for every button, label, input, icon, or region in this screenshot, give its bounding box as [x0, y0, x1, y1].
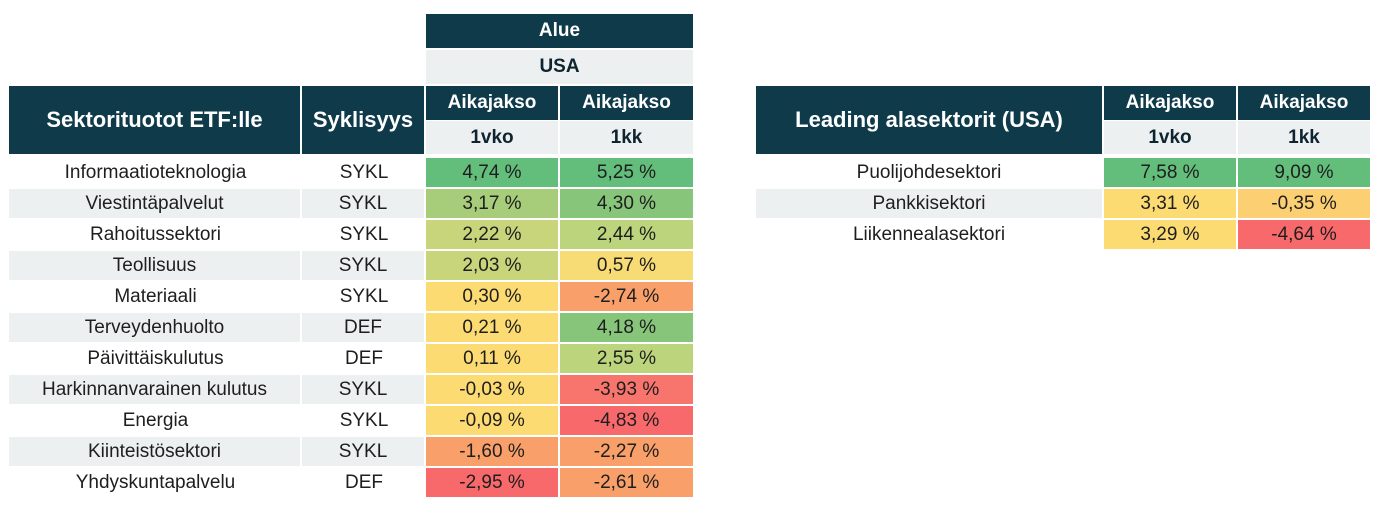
table-row: Viestintäpalvelut SYKL 3,17 % 4,30 % [9, 189, 693, 218]
value-1m: 2,44 % [560, 220, 693, 249]
table-title: Sektorituotot ETF:lle [9, 86, 300, 154]
value-1w: 0,30 % [426, 282, 558, 311]
value-1m: 5,25 % [560, 158, 693, 187]
value-1w: -1,60 % [426, 437, 558, 466]
sector-name: Energia [122, 409, 189, 431]
value-1m: -0,35 % [1238, 189, 1370, 218]
value-1w: -0,09 % [426, 406, 558, 435]
right-period-label-week: 1vko [1104, 121, 1236, 154]
left-table-body: Informaatioteknologia SYKL 4,74 % 5,25 %… [9, 158, 693, 498]
period-label-week: 1vko [426, 121, 558, 154]
cycle-label: DEF [302, 313, 424, 342]
value-1w: 0,11 % [426, 344, 558, 373]
table-row: Pankkisektori 3,31 % -0,35 % [756, 189, 1370, 218]
value-1m: 9,09 % [1238, 158, 1370, 187]
value-1w: 3,29 % [1104, 220, 1236, 249]
value-1m: -4,83 % [560, 406, 693, 435]
table-row: Yhdyskuntapalvelu DEF -2,95 % -2,61 % [9, 468, 693, 497]
value-1w: 0,21 % [426, 313, 558, 342]
subsector-name: Liikennealasektori [852, 223, 1006, 245]
region-label: USA [426, 50, 693, 84]
cyclicality-header: Syklisyys [302, 86, 424, 154]
table-row: Terveydenhuolto DEF 0,21 % 4,18 % [9, 313, 693, 342]
table-row: Kiinteistösektori SYKL -1,60 % -2,27 % [9, 437, 693, 466]
sector-name: Materiaali [114, 285, 197, 307]
period-label-month: 1kk [560, 121, 693, 154]
table-row: Teollisuus SYKL 2,03 % 0,57 % [9, 251, 693, 280]
table-row: Liikennealasektori 3,29 % -4,64 % [756, 220, 1370, 249]
table-row: Rahoitussektori SYKL 2,22 % 2,44 % [9, 220, 693, 249]
value-1m: -4,64 % [1238, 220, 1370, 249]
sector-name: Harkinnanvarainen kulutus [9, 375, 300, 404]
value-1m: 0,57 % [560, 251, 693, 280]
subsector-name: Puolijohdesektori [856, 161, 1002, 183]
value-1w: 2,03 % [426, 251, 558, 280]
cycle-label: SYKL [339, 409, 389, 431]
value-1w: 3,17 % [426, 189, 558, 218]
value-1w: 4,74 % [426, 158, 558, 187]
period-header-week: Aikajakso [426, 86, 558, 120]
table-row: Puolijohdesektori 7,58 % 9,09 % [756, 158, 1370, 187]
right-period-header-week: Aikajakso [1104, 86, 1236, 120]
cycle-label: SYKL [302, 375, 424, 404]
table-row: Harkinnanvarainen kulutus SYKL -0,03 % -… [9, 375, 693, 404]
table-row: Informaatioteknologia SYKL 4,74 % 5,25 % [9, 158, 693, 187]
value-1m: 4,30 % [560, 189, 693, 218]
subsector-name: Pankkisektori [756, 189, 1102, 218]
right-table-body: Puolijohdesektori 7,58 % 9,09 % Pankkise… [756, 158, 1370, 251]
cycle-label: SYKL [302, 189, 424, 218]
right-period-header-month: Aikajakso [1238, 86, 1370, 120]
sector-name: Teollisuus [9, 251, 300, 280]
sector-name: Terveydenhuolto [9, 313, 300, 342]
table-row: Materiaali SYKL 0,30 % -2,74 % [9, 282, 693, 311]
value-1m: 2,55 % [560, 344, 693, 373]
cycle-label: SYKL [339, 285, 389, 307]
period-header-month: Aikajakso [560, 86, 693, 120]
table-row: Energia SYKL -0,09 % -4,83 % [9, 406, 693, 435]
sector-name: Päivittäiskulutus [87, 347, 224, 369]
value-1m: 4,18 % [560, 313, 693, 342]
value-1w: 7,58 % [1104, 158, 1236, 187]
sector-name: Viestintäpalvelut [9, 189, 300, 218]
cycle-label: SYKL [302, 251, 424, 280]
value-1w: 2,22 % [426, 220, 558, 249]
value-1w: 3,31 % [1104, 189, 1236, 218]
cycle-label: SYKL [339, 223, 389, 245]
table-row: Päivittäiskulutus DEF 0,11 % 2,55 % [9, 344, 693, 373]
value-1w: -0,03 % [426, 375, 558, 404]
value-1m: -2,61 % [560, 468, 693, 497]
cycle-label: DEF [345, 347, 383, 369]
sector-name: Informaatioteknologia [64, 161, 247, 183]
region-header: Alue [426, 14, 693, 48]
right-table-title: Leading alasektorit (USA) [756, 86, 1102, 154]
cycle-label: DEF [345, 471, 383, 493]
sector-name: Rahoitussektori [90, 223, 221, 245]
right-period-label-month: 1kk [1238, 121, 1370, 154]
value-1m: -2,74 % [560, 282, 693, 311]
value-1m: -2,27 % [560, 437, 693, 466]
value-1m: -3,93 % [560, 375, 693, 404]
cycle-label: SYKL [302, 437, 424, 466]
value-1w: -2,95 % [426, 468, 558, 497]
sector-name: Kiinteistösektori [9, 437, 300, 466]
cycle-label: SYKL [339, 161, 389, 183]
sector-name: Yhdyskuntapalvelu [75, 471, 236, 493]
